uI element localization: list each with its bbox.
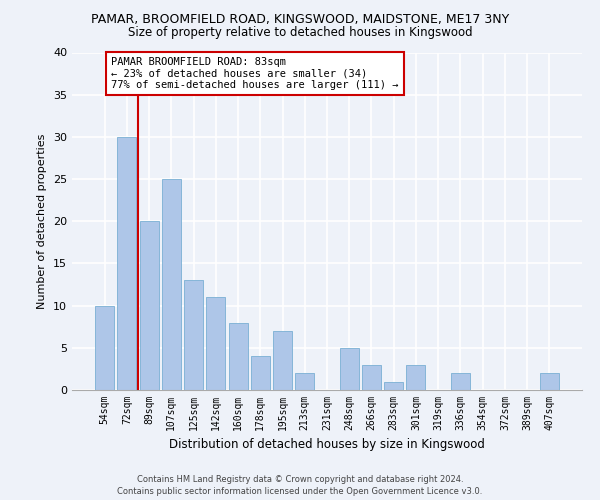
- Bar: [451, 373, 470, 390]
- Bar: [206, 297, 225, 390]
- Bar: [340, 348, 359, 390]
- Bar: [273, 331, 292, 390]
- Bar: [184, 280, 203, 390]
- Bar: [95, 306, 114, 390]
- Text: PAMAR, BROOMFIELD ROAD, KINGSWOOD, MAIDSTONE, ME17 3NY: PAMAR, BROOMFIELD ROAD, KINGSWOOD, MAIDS…: [91, 12, 509, 26]
- Text: Contains HM Land Registry data © Crown copyright and database right 2024.
Contai: Contains HM Land Registry data © Crown c…: [118, 474, 482, 496]
- Bar: [362, 364, 381, 390]
- Bar: [118, 137, 136, 390]
- Text: Size of property relative to detached houses in Kingswood: Size of property relative to detached ho…: [128, 26, 472, 39]
- Y-axis label: Number of detached properties: Number of detached properties: [37, 134, 47, 309]
- Bar: [384, 382, 403, 390]
- Bar: [140, 221, 158, 390]
- Bar: [251, 356, 270, 390]
- X-axis label: Distribution of detached houses by size in Kingswood: Distribution of detached houses by size …: [169, 438, 485, 452]
- Bar: [162, 179, 181, 390]
- Text: PAMAR BROOMFIELD ROAD: 83sqm
← 23% of detached houses are smaller (34)
77% of se: PAMAR BROOMFIELD ROAD: 83sqm ← 23% of de…: [112, 56, 399, 90]
- Bar: [406, 364, 425, 390]
- Bar: [540, 373, 559, 390]
- Bar: [295, 373, 314, 390]
- Bar: [229, 322, 248, 390]
